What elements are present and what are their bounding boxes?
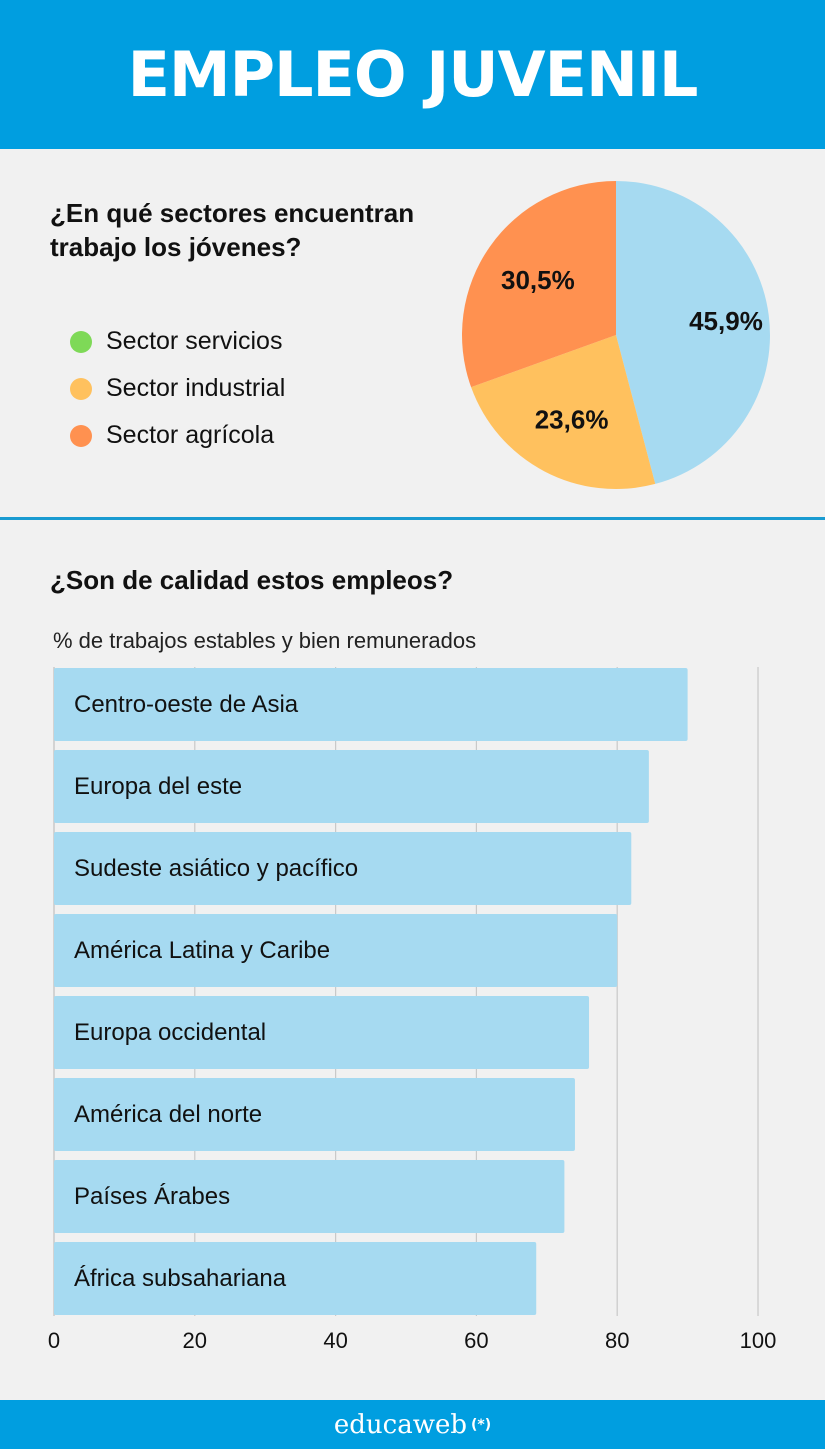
bar-label-1: Centro-oeste de Asia: [74, 691, 299, 718]
bar-label-4: América Latina y Caribe: [74, 937, 330, 964]
bar-7: [54, 1160, 565, 1233]
x-tick-label-80: 80: [605, 1328, 629, 1353]
pie-label-servicios: 45,9%: [689, 306, 763, 336]
legend-item-agricola: Sector agrícola: [70, 412, 285, 459]
legend-item-industrial: Sector industrial: [70, 365, 285, 412]
pie-chart: 45,9% 23,6% 30,5%: [462, 181, 770, 490]
header-banner: EMPLEO JUVENIL: [0, 0, 825, 149]
pie-label-agricola: 30,5%: [501, 265, 575, 295]
section-divider: [0, 517, 825, 520]
pie-slice-servicios: [616, 181, 770, 484]
bar-4: [54, 914, 618, 987]
legend-label-agricola: Sector agrícola: [106, 421, 275, 449]
pie-chart-title: ¿En qué sectores encuentran trabajo los …: [50, 198, 415, 262]
footer-banner: educaweb (*): [0, 1400, 825, 1449]
footer-brand-mark: (*): [471, 1416, 492, 1433]
legend-dot-agricola: [70, 424, 92, 447]
pie-label-industrial: 23,6%: [535, 405, 609, 435]
bar-chart-subtitle: % de trabajos estables y bien remunerado…: [53, 628, 477, 653]
bar-chart: 0 20 40 60 80 100 Centro-oeste de Asia Europa d…: [48, 667, 777, 1353]
bar-1: [54, 668, 688, 741]
pie-slice-industrial: [471, 335, 656, 490]
bar-chart-title: ¿Son de calidad estos empleos?: [50, 565, 454, 595]
legend-item-servicios: Sector servicios: [70, 318, 285, 365]
x-tick-label-20: 20: [183, 1328, 207, 1353]
x-tick-label-40: 40: [323, 1328, 347, 1353]
bar-6: [54, 1078, 575, 1151]
pie-legend: Sector servicios Sector industrial Secto…: [70, 318, 285, 459]
x-tick-label-100: 100: [740, 1328, 777, 1353]
bar-label-2: Europa del este: [74, 773, 242, 800]
x-tick-label-60: 60: [464, 1328, 488, 1353]
bar-2: [54, 750, 649, 823]
bar-5: [54, 996, 590, 1069]
bar-label-8: África subsahariana: [74, 1265, 287, 1292]
pie-slice-agricola: [462, 181, 616, 388]
legend-label-servicios: Sector servicios: [106, 327, 283, 355]
page-title: EMPLEO JUVENIL: [127, 38, 699, 111]
footer-brand: educaweb: [333, 1409, 467, 1440]
legend-label-industrial: Sector industrial: [106, 374, 286, 402]
legend-dot-industrial: [70, 377, 92, 400]
bar-label-7: Países Árabes: [74, 1183, 230, 1210]
bar-label-6: América del norte: [74, 1101, 262, 1128]
bar-3: [54, 832, 632, 905]
bar-label-5: Europa occidental: [74, 1019, 266, 1046]
legend-dot-servicios: [70, 330, 92, 353]
x-tick-label-0: 0: [48, 1328, 60, 1353]
bar-8: [54, 1242, 537, 1315]
bar-label-3: Sudeste asiático y pacífico: [74, 855, 358, 882]
